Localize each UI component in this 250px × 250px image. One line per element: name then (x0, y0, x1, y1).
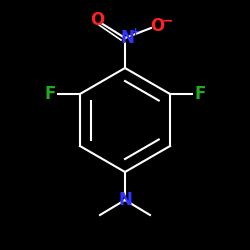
Text: −: − (161, 13, 173, 27)
Text: O: O (150, 17, 164, 35)
Text: F: F (194, 85, 206, 103)
Text: F: F (44, 85, 56, 103)
Text: N: N (118, 191, 132, 209)
Text: +: + (132, 27, 140, 37)
Text: N: N (120, 29, 134, 47)
Text: O: O (90, 11, 104, 29)
